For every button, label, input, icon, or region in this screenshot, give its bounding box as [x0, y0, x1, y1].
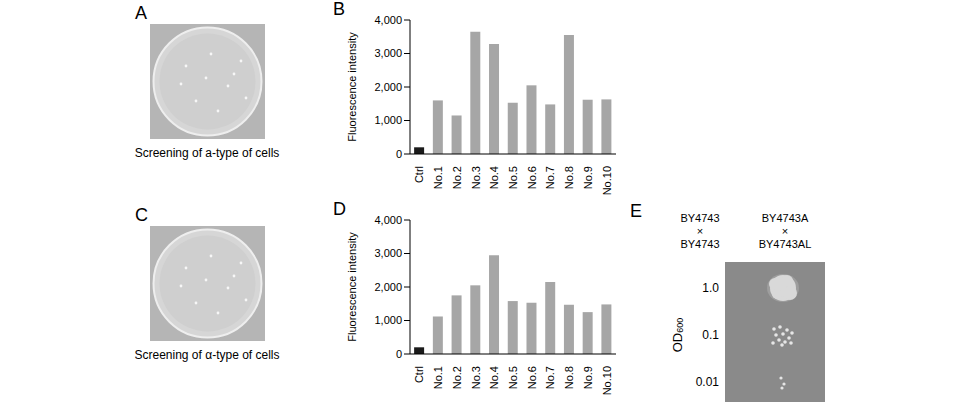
svg-text:No.9: No.9: [582, 166, 594, 189]
html-text:B: B: [333, 0, 345, 19]
svg-text:1,000: 1,000: [374, 314, 402, 326]
html-text:E: E: [630, 201, 642, 221]
html-text:Screening of a-type of cells: Screening of a-type of cells: [134, 146, 280, 160]
svg-text:2,000: 2,000: [374, 81, 402, 93]
svg-text:Ctrl: Ctrl: [413, 166, 425, 183]
svg-text:Ctrl: Ctrl: [413, 366, 425, 383]
svg-text:BY4743A: BY4743A: [762, 212, 809, 224]
svg-text:0.1: 0.1: [702, 328, 719, 342]
svg-text:Fluorescence intensity: Fluorescence intensity: [346, 32, 358, 142]
svg-text:No.7: No.7: [544, 366, 556, 389]
svg-text:×: ×: [782, 225, 788, 237]
svg-text:1.0: 1.0: [702, 281, 719, 295]
svg-text:No.6: No.6: [526, 366, 538, 389]
svg-text:0.01: 0.01: [696, 375, 720, 389]
svg-text:4,000: 4,000: [374, 214, 402, 226]
svg-text:No.10: No.10: [601, 366, 613, 395]
svg-text:No.4: No.4: [488, 166, 500, 189]
svg-text:No.5: No.5: [507, 366, 519, 389]
svg-text:No.3: No.3: [470, 166, 482, 189]
svg-text:0: 0: [396, 348, 402, 360]
html-text:C: C: [135, 205, 148, 225]
svg-text:2,000: 2,000: [374, 281, 402, 293]
svg-text:Fluorescence intensity: Fluorescence intensity: [346, 232, 358, 342]
svg-text:BY4743: BY4743: [680, 212, 719, 224]
svg-text:No.8: No.8: [563, 166, 575, 189]
svg-text:No.2: No.2: [451, 366, 463, 389]
svg-text:3,000: 3,000: [374, 47, 402, 59]
svg-text:×: ×: [697, 225, 703, 237]
svg-text:No.7: No.7: [544, 166, 556, 189]
svg-text:BY4743AL: BY4743AL: [759, 238, 812, 250]
svg-text:3,000: 3,000: [374, 247, 402, 259]
html-text:A: A: [135, 3, 147, 23]
svg-text:No.5: No.5: [507, 166, 519, 189]
svg-text:No.9: No.9: [582, 366, 594, 389]
svg-text:No.4: No.4: [488, 366, 500, 389]
svg-text:1,000: 1,000: [374, 114, 402, 126]
svg-text:OD600: OD600: [670, 318, 686, 353]
svg-text:No.2: No.2: [451, 166, 463, 189]
svg-text:4,000: 4,000: [374, 14, 402, 26]
svg-text:0: 0: [396, 148, 402, 160]
svg-text:BY4743: BY4743: [680, 238, 719, 250]
svg-text:No.8: No.8: [563, 366, 575, 389]
html-text:D: D: [333, 199, 346, 219]
html-text:Screening of α-type of cells: Screening of α-type of cells: [134, 348, 280, 362]
svg-text:No.6: No.6: [526, 166, 538, 189]
svg-text:No.1: No.1: [432, 366, 444, 389]
svg-text:No.3: No.3: [470, 366, 482, 389]
svg-text:No.10: No.10: [601, 166, 613, 195]
svg-text:No.1: No.1: [432, 166, 444, 189]
